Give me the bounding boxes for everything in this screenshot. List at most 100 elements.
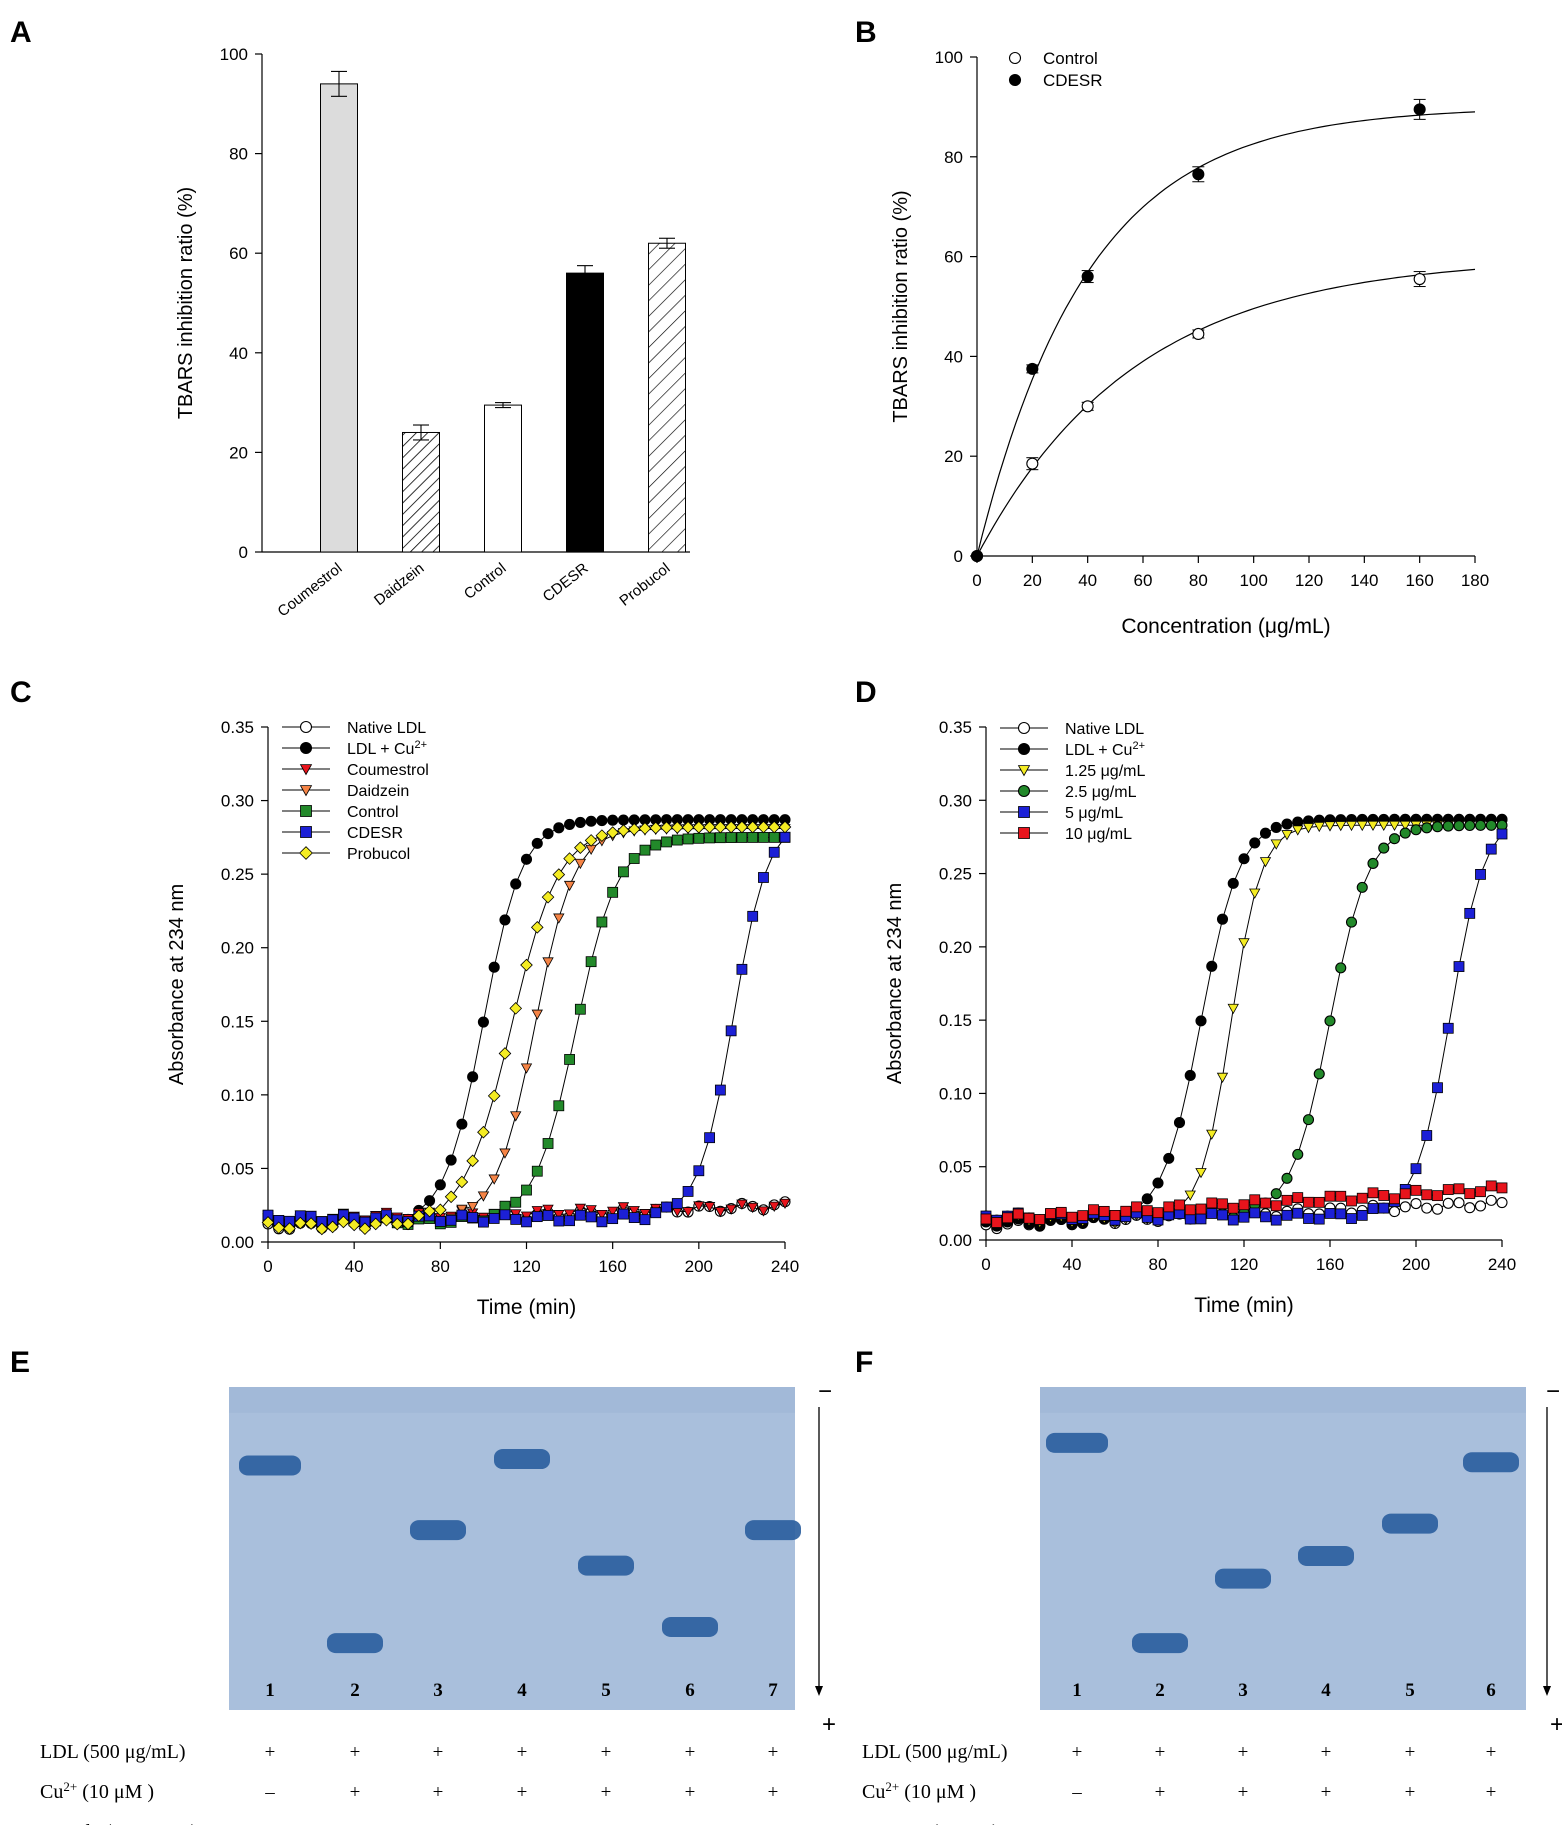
y-tick-label: 0.25 [221,865,254,884]
point-series-2 [606,1206,619,1217]
x-tick-label: 240 [771,1257,799,1276]
point-series-1 [477,1016,489,1028]
y-tick-label: 0.10 [221,1086,254,1105]
band-lane-1 [239,1455,301,1476]
x-tick-label: 200 [1402,1255,1430,1274]
bar-probucol [648,242,686,553]
point-series-4 [768,831,780,843]
point-series-6 [455,1175,469,1189]
point-series-5 [1281,1194,1293,1206]
point-series-5 [1346,1195,1357,1207]
point-series-0 [1442,1197,1454,1209]
point-series-1 [520,853,533,865]
point-series-2 [703,1202,716,1213]
row-value: – [264,1822,275,1825]
point-series-4 [1313,1213,1325,1225]
point-series-6 [509,1002,523,1015]
point-series-3 [1313,1068,1325,1080]
legend-label: LDL + Cu2+ [1065,740,1145,759]
curve-3 [267,828,785,1226]
point-series-5 [1421,1189,1433,1201]
point-series-5 [991,1217,1003,1228]
point-series-4 [661,836,672,848]
point-series-3 [1270,1188,1282,1200]
row-label-tail: (10 μM ) [77,1781,154,1803]
point-series-1 [564,818,576,830]
point-series-3 [499,1148,511,1159]
row-value: + [433,1782,444,1803]
point-series-4 [1453,961,1465,972]
point-series-4 [682,833,694,845]
panel-letter-b: B [855,16,877,49]
point-series-1 [1152,1177,1164,1189]
point-series-1 [1141,1193,1153,1205]
y-tick-label: 0.30 [221,792,254,811]
point-series-5 [671,1198,683,1209]
point-series-5 [607,1213,619,1225]
y-axis-title: Absorbance at 234 nm [166,884,188,1085]
band-lane-1 [1046,1432,1108,1453]
y-tick-label: 0.35 [221,718,254,737]
x-tick-label: 140 [1350,571,1378,590]
point-series-4 [1356,1209,1368,1221]
point-series-1 [1249,837,1261,849]
point-series-3 [520,1063,533,1074]
point-series-3 [1485,819,1497,831]
point-series-6 [552,868,566,881]
point-series-0 [1399,1201,1411,1213]
y-tick-label: 0.30 [939,791,972,810]
legend-marker [300,826,312,838]
chart-c-kinetics: 0.00 0.05 0.10 0.15 0.20 0.25 0.30 0.35 0 40 80 120… [166,718,799,1319]
point-series-5 [1367,1187,1379,1199]
point-series-2 [1292,825,1304,836]
point-series-5 [1088,1204,1099,1216]
point-series-1 [467,1071,479,1083]
y-axis-title: Absorbance at 234 nm [884,883,906,1084]
legend-label: 1.25 μg/mL [1065,763,1145,780]
legend-marker [300,805,312,817]
point-series-2 [1313,821,1325,833]
point-series-2 [747,1202,759,1214]
lane-number: 2 [1155,1680,1165,1701]
point-series-5 [758,872,769,883]
point-series-4 [1227,1214,1239,1226]
point-series-6 [423,1204,436,1218]
point-series-6 [444,1190,458,1204]
x-tick-label: 160 [1405,571,1433,590]
point-series-5 [531,1211,543,1223]
point-series-5 [1410,1184,1422,1196]
point-series-5 [747,910,759,922]
x-tick-label: CDESR [540,560,592,606]
point-series-2 [757,1206,770,1217]
point-series-4 [574,1003,586,1015]
legend-label: Control [1043,49,1098,68]
band-lane-4 [494,1449,550,1470]
point-series-1 [542,828,554,840]
point-series-2 [628,1206,640,1217]
point-series-5 [1303,1196,1314,1208]
point-series-0 [1453,1197,1465,1209]
legend-label: 10 μg/mL [1065,826,1132,843]
point-series-6 [293,1216,307,1230]
point-series-2 [1388,820,1401,832]
legend-marker [1008,51,1022,65]
point-series-4 [1335,1208,1347,1220]
point-series-2 [682,1207,694,1218]
point-series-6 [670,821,684,834]
legend-label: CDESR [1043,71,1103,90]
y-tick-label: 0 [239,543,248,562]
x-tick-label: Coumestrol [275,560,346,621]
gel-background [229,1387,795,1710]
point-series-3 [1324,1015,1336,1027]
curve-3 [985,824,1502,1221]
point-series-3 [531,1009,543,1020]
point-series-6 [595,829,609,842]
point-series-4 [1324,1208,1336,1219]
point-series-4 [1281,1209,1293,1221]
gel-f: 1 2 3 4 5 6 − + LDL (500 μg/mL) + + + + + + Cu2+ (10 μM… [862,1378,1562,1825]
legend-marker [1008,73,1022,87]
point-series-4 [1485,843,1497,855]
y-tick-label: 0.20 [939,938,972,957]
point-series-2 [1335,821,1347,832]
point-series-5 [661,1201,672,1213]
